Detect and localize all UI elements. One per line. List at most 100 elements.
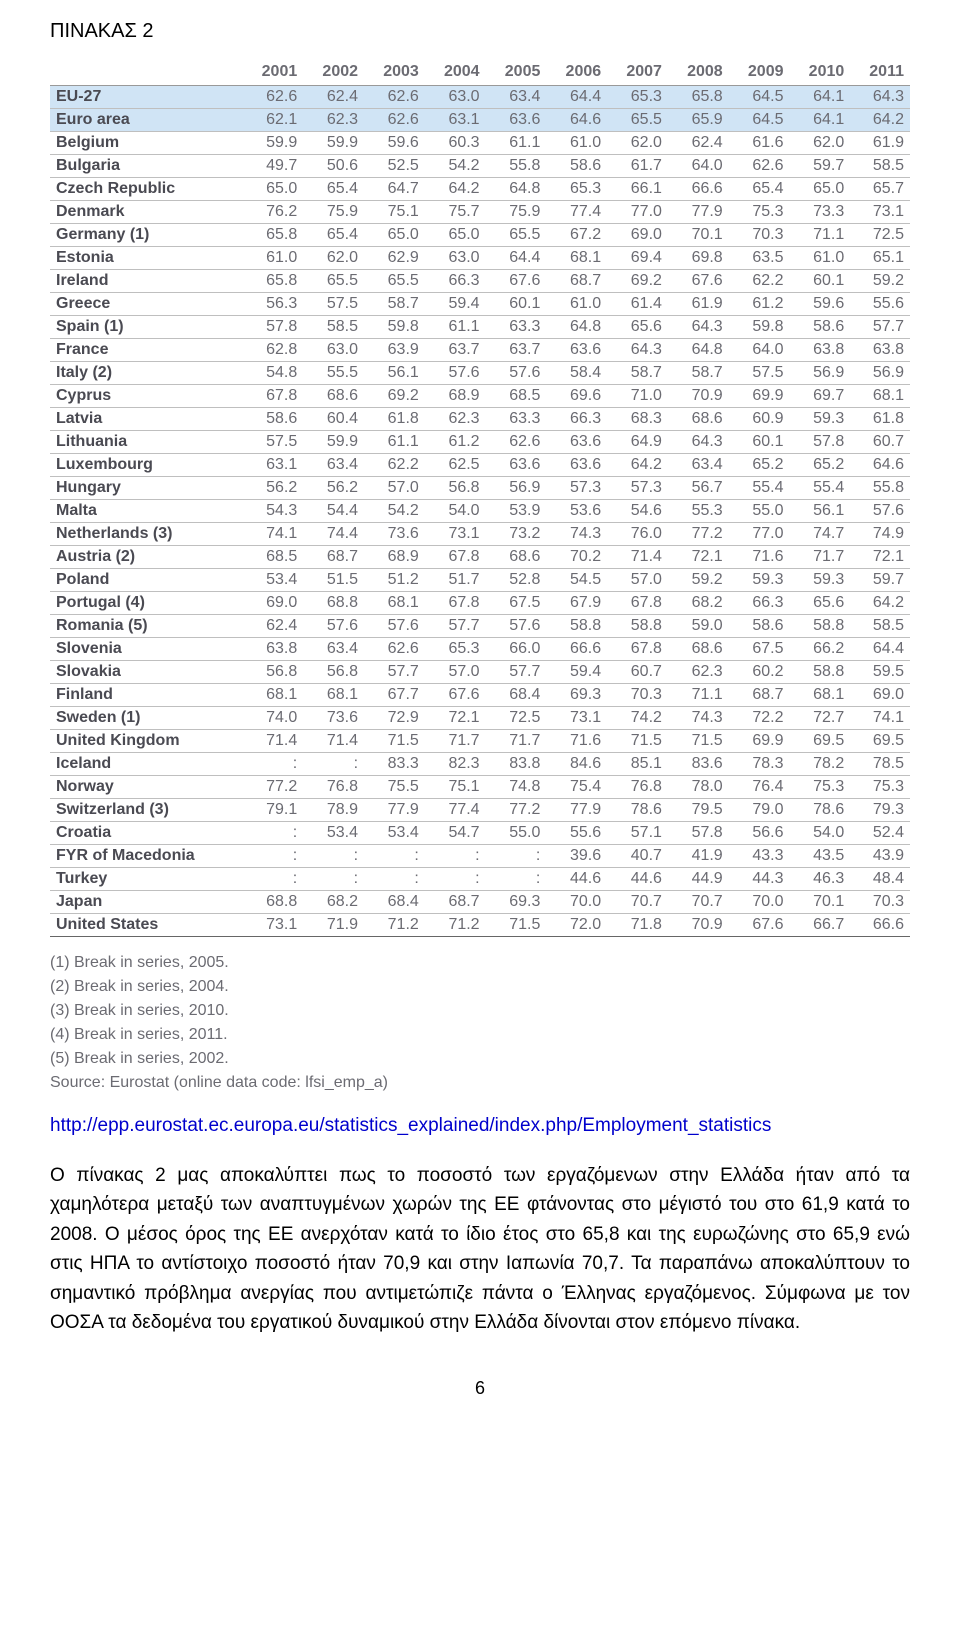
row-value: 67.7 [364,684,425,707]
row-value: 59.9 [242,132,303,155]
row-label: FYR of Macedonia [50,845,242,868]
row-value: 66.3 [729,592,790,615]
row-value: 58.7 [668,362,729,385]
row-value: 57.7 [486,661,547,684]
row-value: 48.4 [850,868,910,891]
row-value: 78.3 [729,753,790,776]
row-label: Denmark [50,201,242,224]
row-value: 69.3 [546,684,607,707]
row-value: 71.7 [789,546,850,569]
row-value: 65.2 [789,454,850,477]
row-value: 39.6 [546,845,607,868]
row-value: 74.1 [242,523,303,546]
row-value: 67.6 [486,270,547,293]
row-value: 62.6 [364,86,425,109]
row-value: 74.4 [303,523,364,546]
row-value: 54.0 [789,822,850,845]
row-value: 67.8 [242,385,303,408]
row-value: 57.7 [850,316,910,339]
row-value: 43.5 [789,845,850,868]
row-value: 79.5 [668,799,729,822]
row-value: 65.0 [242,178,303,201]
row-value: 73.1 [425,523,486,546]
row-value: 65.5 [486,224,547,247]
row-value: 63.3 [486,408,547,431]
row-value: : [303,753,364,776]
row-value: 58.5 [850,155,910,178]
row-value: 65.8 [668,86,729,109]
row-label: Greece [50,293,242,316]
row-value: 44.3 [729,868,790,891]
row-value: 83.6 [668,753,729,776]
row-value: 74.0 [242,707,303,730]
row-value: 78.6 [607,799,668,822]
row-value: 62.0 [789,132,850,155]
row-label: Germany (1) [50,224,242,247]
row-value: 69.5 [850,730,910,753]
row-value: : [364,845,425,868]
row-value: 68.4 [486,684,547,707]
col-2002: 2002 [303,59,364,86]
row-value: 70.3 [850,891,910,914]
row-value: 53.4 [303,822,364,845]
row-value: 52.5 [364,155,425,178]
col-2003: 2003 [364,59,425,86]
table-row: Poland53.451.551.251.752.854.557.059.259… [50,569,910,592]
row-value: 62.2 [729,270,790,293]
row-value: 59.3 [789,408,850,431]
row-value: 75.5 [364,776,425,799]
row-value: 56.9 [486,477,547,500]
table-row: Malta54.354.454.254.053.953.654.655.355.… [50,500,910,523]
row-value: 55.8 [850,477,910,500]
table-row: EU-2762.662.462.663.063.464.465.365.864.… [50,86,910,109]
row-value: 60.1 [789,270,850,293]
row-value: 59.6 [789,293,850,316]
row-value: 63.5 [729,247,790,270]
row-value: 74.1 [850,707,910,730]
row-value: 64.3 [668,431,729,454]
row-value: 63.4 [303,454,364,477]
row-value: 77.2 [486,799,547,822]
row-value: 77.0 [729,523,790,546]
row-value: 62.3 [668,661,729,684]
table-row: Finland68.168.167.767.668.469.370.371.16… [50,684,910,707]
row-value: : [303,868,364,891]
row-value: 65.3 [546,178,607,201]
row-value: 54.3 [242,500,303,523]
row-value: 71.5 [607,730,668,753]
row-value: 63.3 [486,316,547,339]
row-value: 63.0 [303,339,364,362]
row-value: 71.8 [607,914,668,937]
row-value: 73.1 [242,914,303,937]
row-value: 62.4 [303,86,364,109]
row-label: Iceland [50,753,242,776]
row-value: : [242,845,303,868]
row-value: 66.0 [486,638,547,661]
row-value: 59.0 [668,615,729,638]
row-value: 68.1 [242,684,303,707]
row-value: 65.4 [303,224,364,247]
row-value: : [364,868,425,891]
table-row: Latvia58.660.461.862.363.366.368.368.660… [50,408,910,431]
row-value: 64.3 [668,316,729,339]
row-value: 74.3 [546,523,607,546]
row-value: 61.7 [607,155,668,178]
row-value: 73.1 [546,707,607,730]
row-value: 64.8 [668,339,729,362]
row-value: 57.3 [607,477,668,500]
table-row: Denmark76.275.975.175.775.977.477.077.97… [50,201,910,224]
row-value: 62.6 [486,431,547,454]
row-value: : [425,868,486,891]
row-value: 52.4 [850,822,910,845]
row-value: 63.8 [789,339,850,362]
row-value: 56.8 [425,477,486,500]
row-value: 63.6 [486,109,547,132]
row-value: 67.6 [729,914,790,937]
row-value: 75.1 [425,776,486,799]
footnotes: (1) Break in series, 2005. (2) Break in … [50,951,910,1095]
table-row: Estonia61.062.062.963.064.468.169.469.86… [50,247,910,270]
row-value: 67.9 [546,592,607,615]
row-value: 68.7 [546,270,607,293]
row-value: 61.1 [425,316,486,339]
row-value: 55.3 [668,500,729,523]
